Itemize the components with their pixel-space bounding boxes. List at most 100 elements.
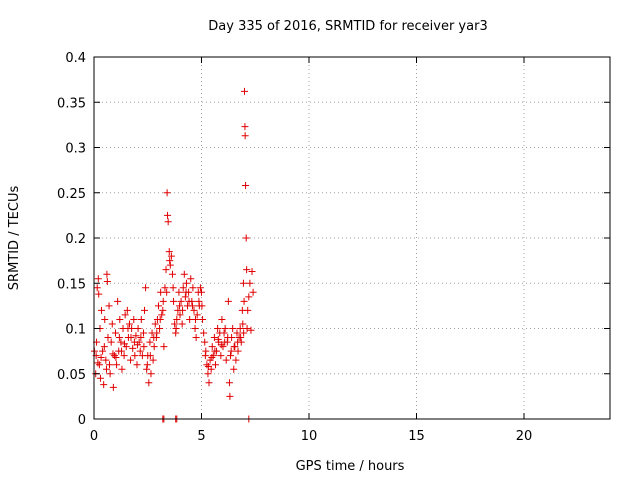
data-point [181,293,189,301]
data-point [158,311,166,319]
data-point [198,288,205,296]
data-point [201,352,209,360]
data-point [166,257,174,265]
data-point [230,343,238,351]
data-point [116,315,124,323]
y-axis-label: SRMTID / TECUs [7,186,22,291]
data-point [204,370,212,378]
x-tick-label: 5 [197,429,205,444]
data-point [93,284,101,292]
data-point [164,211,172,219]
data-point [242,234,250,242]
data-point [177,297,185,305]
data-point [199,315,207,323]
data-point [141,306,149,314]
data-point [106,370,114,378]
data-point [220,329,228,337]
data-point [179,284,187,292]
data-point [224,297,232,305]
data-point [123,306,131,314]
data-points [90,87,257,423]
y-tick-label: 0.05 [57,368,86,383]
x-tick-label: 15 [408,429,425,444]
data-point [214,325,222,332]
data-point [224,334,232,342]
data-point [236,325,244,332]
data-point [211,361,219,369]
y-tick-label: 0.4 [65,51,86,66]
data-point [214,335,222,343]
data-point [161,284,169,292]
data-point [227,352,235,360]
data-point [193,311,201,319]
y-tick-label: 0.35 [57,96,86,111]
data-point [142,284,150,292]
data-point [104,334,112,342]
data-point [218,315,226,323]
data-point [95,361,103,369]
data-point [159,297,167,305]
y-tick-label: 0.25 [57,187,86,202]
plot-frame [93,56,611,420]
data-point [249,288,257,296]
data-point [157,288,165,296]
data-point [115,334,123,342]
data-point [153,329,161,337]
data-point [196,284,204,292]
data-point [151,320,159,328]
data-point [241,123,249,131]
data-point [239,320,247,328]
data-point [243,266,251,274]
data-point [217,352,225,360]
data-point [219,343,227,351]
data-point [147,370,155,378]
data-point [248,267,256,275]
data-point [145,379,153,387]
data-point [171,320,179,328]
data-point [201,338,209,346]
data-point [105,361,113,369]
data-point [103,270,111,278]
data-point [124,325,132,332]
data-point [173,315,181,323]
data-point [244,306,252,314]
data-point [102,365,110,373]
data-point [221,325,229,332]
data-point [136,347,144,355]
data-point [133,341,141,349]
data-point [164,218,172,226]
data-point [182,279,190,287]
data-point [139,329,147,337]
data-point [243,325,251,332]
data-point [163,288,171,296]
data-point [98,306,106,314]
data-point [240,329,248,337]
data-point [170,297,178,305]
data-point [143,361,151,369]
data-point [175,288,183,296]
data-point [97,353,105,361]
axis-ticks: 0 0.05 0.1 0.15 0.2 0.25 0.3 0.35 0.4 0 5 10 15 20 [57,51,610,444]
data-point [167,252,175,260]
data-point [130,315,138,323]
data-point [188,302,196,310]
data-point [140,343,148,351]
chart-title: Day 335 of 2016, SRMTID for receiver yar… [208,19,487,34]
data-point [169,284,177,292]
y-tick-label: 0.3 [65,142,86,157]
data-point [163,189,171,197]
data-point [102,356,110,364]
data-point [149,356,157,364]
data-point [166,261,174,269]
data-point [121,311,129,319]
data-point [110,352,118,360]
data-point [103,277,111,285]
data-point [203,361,211,369]
data-point [127,356,135,364]
data-point [208,353,216,361]
gridlines [94,57,610,419]
y-tick-label: 0 [78,413,86,428]
data-point [208,343,216,351]
data-point [232,356,240,364]
